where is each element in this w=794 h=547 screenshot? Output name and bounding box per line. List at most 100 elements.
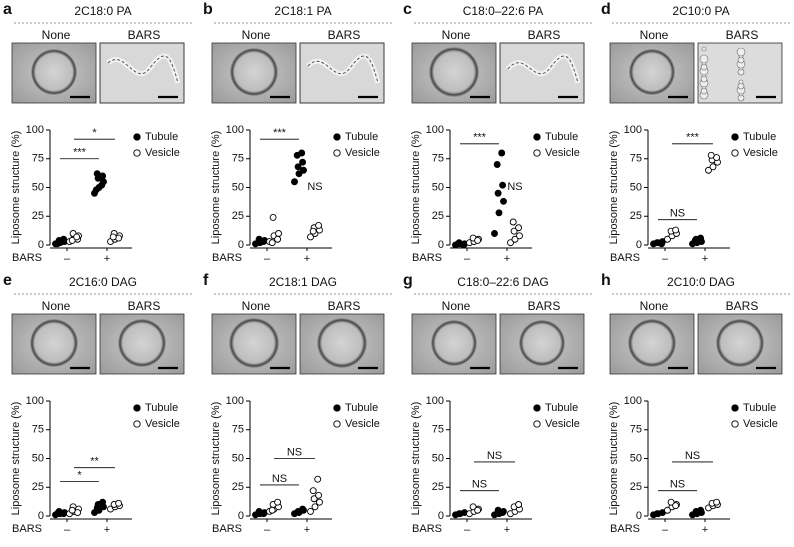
data-point [474,236,482,244]
legend-label: Tubule [145,131,178,143]
data-point [260,238,268,246]
data-point [469,503,477,511]
y-axis-label: Liposome structure (%) [608,402,620,516]
panel-title: 2C18:1 DAG [269,275,337,289]
vesicle-shape [738,79,744,85]
micrograph-frame [99,42,185,104]
x-tick-label: – [662,524,669,536]
x-tick-label: + [304,253,310,265]
data-point [294,163,302,171]
y-tick-label: 75 [432,424,444,436]
liposome [317,318,367,368]
legend-marker [731,149,739,157]
y-tick-label: 100 [26,395,44,407]
x-axis-label: BARS [212,252,242,264]
image-label: BARS [726,28,759,42]
data-point [455,510,463,518]
legend-marker [133,404,141,412]
panel-label: a [3,1,12,18]
legend-marker [533,133,541,141]
liposome [629,49,675,95]
y-tick-label: 100 [426,395,444,407]
image-label: None [242,299,271,313]
y-tick-label: 75 [232,424,244,436]
image-label: BARS [528,299,561,313]
data-point [73,233,81,241]
data-point [260,510,268,518]
significance-label: ** [90,456,99,468]
y-tick-label: 75 [630,424,642,436]
y-axis-label: Liposome structure (%) [10,402,22,516]
legend-marker [533,149,541,157]
data-point [515,224,523,232]
y-tick-label: 100 [624,124,642,136]
legend-label: Vesicle [743,147,778,159]
data-point [311,503,319,511]
legend-marker [333,404,341,412]
data-point [115,499,123,507]
image-label: None [42,299,71,313]
data-point [454,240,462,248]
significance-label: NS [472,479,487,491]
y-tick-label: 100 [226,124,244,136]
y-tick-label: 0 [38,239,44,251]
image-label: None [42,28,71,42]
y-tick-label: 25 [232,481,244,493]
data-point [291,178,298,186]
y-tick-label: 75 [32,424,44,436]
y-tick-label: 0 [238,510,244,522]
legend-label: Vesicle [145,147,180,159]
image-label: BARS [128,28,161,42]
data-point [315,491,323,499]
data-point [691,236,699,244]
data-point [664,235,671,243]
data-point [511,235,519,243]
y-tick-label: 75 [32,153,44,165]
image-label: None [640,299,669,313]
data-point [494,189,502,197]
x-axis-label: BARS [12,252,42,264]
significance-label: * [92,127,97,139]
data-point [300,166,307,174]
data-point [275,230,282,237]
liposome [31,49,77,95]
legend-marker [533,420,541,428]
vesicle-shape [699,54,709,64]
significance-label: NS [507,181,522,193]
data-point [269,213,277,221]
image-label: None [442,28,471,42]
image-label: None [442,299,471,313]
panel-label: g [403,272,413,289]
data-point [299,505,307,513]
data-point [310,495,318,503]
data-point [307,233,314,241]
x-tick-label: + [702,524,708,536]
legend-marker [333,149,341,157]
x-tick-label: – [64,253,71,265]
data-point [499,181,507,189]
data-point [53,240,61,248]
y-tick-label: 0 [636,510,642,522]
panel-label: d [601,1,611,18]
data-point [274,498,282,506]
y-tick-label: 25 [232,210,244,222]
liposome [30,319,78,367]
y-axis-label: Liposome structure (%) [410,131,422,245]
legend-marker [731,404,739,412]
y-tick-label: 25 [630,210,642,222]
y-axis-label: Liposome structure (%) [210,402,222,516]
y-tick-label: 100 [624,395,642,407]
tubule-edge [107,55,179,84]
panel-title: C18:0–22:6 DAG [457,275,548,289]
legend-label: Tubule [345,402,378,414]
data-point [314,475,322,483]
x-tick-label: + [702,253,708,265]
panel-title: C18:0–22:6 PA [463,4,544,18]
x-tick-label: + [104,253,110,265]
image-label: None [640,28,669,42]
